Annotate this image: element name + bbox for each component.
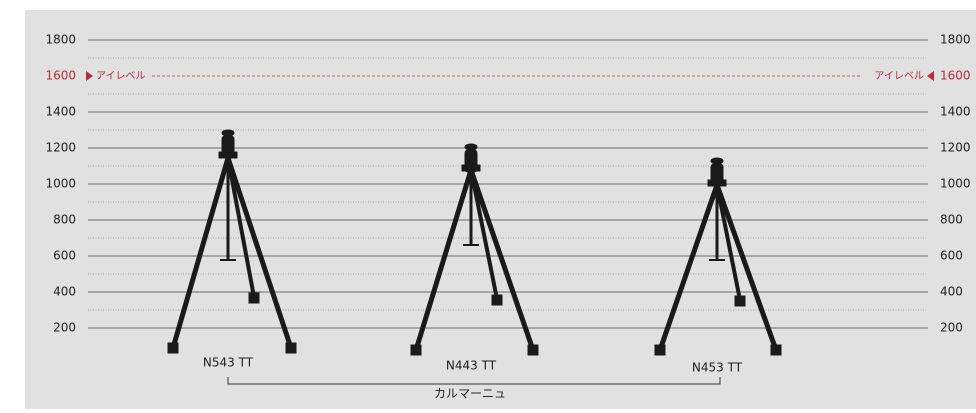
scale-label: 1400 (45, 105, 76, 119)
scale-label: 600 (53, 249, 76, 263)
tripod (410, 143, 539, 356)
scale-label: 800 (940, 213, 963, 227)
eye-level-value: 1600 (940, 69, 971, 83)
tripod-label: N443 TT (446, 359, 497, 373)
scale-label: 1000 (45, 177, 76, 191)
eye-level-value: 1600 (45, 69, 76, 83)
tripod (167, 129, 297, 354)
eye-level-arrow (927, 71, 934, 81)
scale-label: 1800 (940, 33, 971, 47)
scale-label: 1000 (940, 177, 971, 191)
eye-level-arrow (86, 71, 93, 81)
scale-label: 200 (53, 321, 76, 335)
scale-label: 400 (940, 285, 963, 299)
scale-label: 1200 (940, 141, 971, 155)
scale-label: 800 (53, 213, 76, 227)
eye-level-label: アイレベル (875, 70, 925, 82)
group-label: カルマーニュ (434, 387, 506, 401)
scale-label: 400 (53, 285, 76, 299)
group-bracket (227, 377, 721, 385)
eye-level-label: アイレベル (96, 70, 146, 82)
scale-label: 1800 (45, 33, 76, 47)
background (25, 10, 976, 409)
scale-label: 600 (940, 249, 963, 263)
scale-label: 200 (940, 321, 963, 335)
tripod (654, 157, 782, 356)
tripod-label: N543 TT (203, 356, 254, 370)
scale-label: 1400 (940, 105, 971, 119)
scale-label: 1200 (45, 141, 76, 155)
tripods (167, 129, 782, 356)
tripod-label: N453 TT (692, 361, 743, 375)
